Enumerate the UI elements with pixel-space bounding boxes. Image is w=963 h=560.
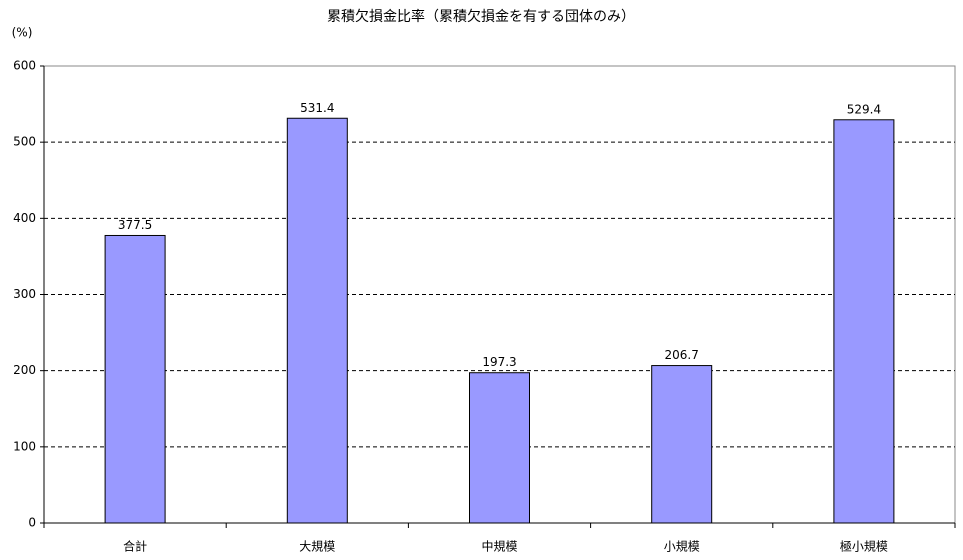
y-tick-label: 500 [13,135,36,149]
y-tick-label: 0 [28,516,36,530]
bar [104,234,166,524]
y-tick-label: 600 [13,59,36,73]
y-tick-label: 300 [13,287,36,301]
value-label: 197.3 [482,355,516,369]
y-tick-label: 100 [13,439,36,453]
y-tick-label: 400 [13,211,36,225]
x-tick-label: 合計 [123,539,147,554]
x-tick-label: 中規模 [481,539,517,554]
bar [651,365,713,524]
value-label: 531.4 [300,101,334,115]
y-axis-unit: (%) [12,26,33,40]
bar [286,117,348,524]
x-tick-label: 極小規模 [840,539,888,554]
chart-title: 累積欠損金比率（累積欠損金を有する団体のみ） [327,8,635,25]
value-label: 206.7 [665,348,699,362]
y-tick-label: 200 [13,363,36,377]
bar [833,119,895,524]
value-label: 377.5 [118,218,152,232]
x-tick-label: 小規模 [664,539,700,554]
bar [469,372,530,524]
x-tick-label: 大規模 [299,539,335,554]
value-label: 529.4 [847,102,881,116]
